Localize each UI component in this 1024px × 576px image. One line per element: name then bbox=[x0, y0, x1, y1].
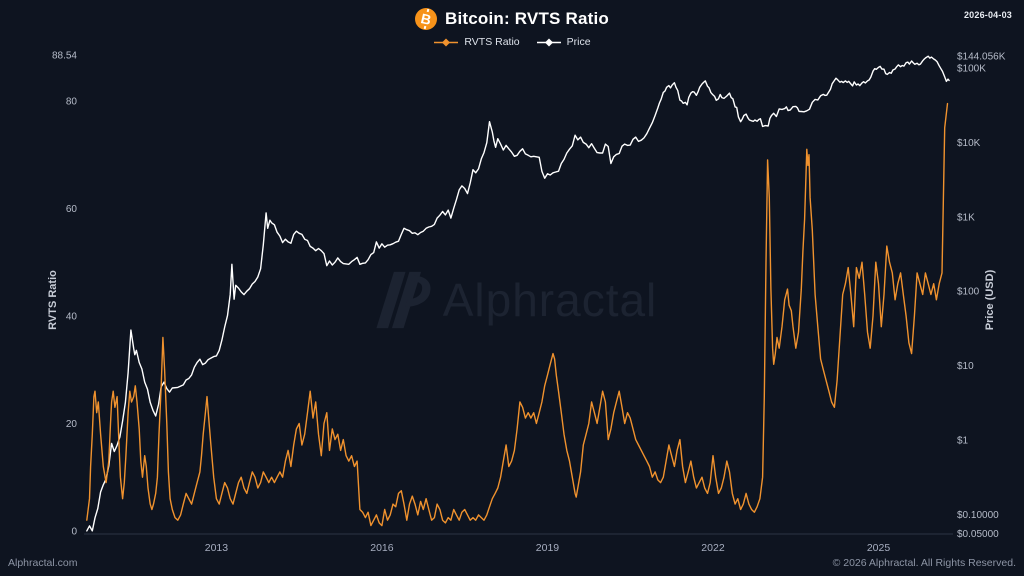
left-axis-tick-label: 80 bbox=[66, 96, 78, 107]
legend-label-rvts: RVTS Ratio bbox=[464, 36, 520, 48]
footer-site-link[interactable]: Alphractal.com bbox=[8, 557, 78, 569]
series-line-price bbox=[86, 55, 950, 532]
left-axis-tick-label: 88.54 bbox=[52, 51, 77, 62]
legend-label-price: Price bbox=[566, 36, 591, 48]
right-axis-tick-label: $144.056K bbox=[957, 52, 1006, 63]
x-axis-tick-label: 2013 bbox=[205, 542, 229, 554]
left-axis-tick-label: 20 bbox=[66, 419, 78, 430]
right-axis-tick-label: $10K bbox=[957, 138, 981, 149]
x-axis-tick-label: 2022 bbox=[701, 542, 725, 554]
legend: RVTS Ratio Price bbox=[0, 36, 1024, 48]
left-axis-tick-label: 60 bbox=[66, 204, 78, 215]
right-axis-tick-label: $100 bbox=[957, 287, 980, 298]
x-axis-tick-label: 2025 bbox=[867, 542, 891, 554]
left-axis-title: RVTS Ratio bbox=[47, 270, 59, 330]
date-label: 2026-04-03 bbox=[963, 10, 1012, 20]
legend-item-rvts-ratio[interactable]: RVTS Ratio bbox=[433, 36, 520, 48]
price-legend-marker-icon bbox=[536, 38, 561, 46]
right-axis-title: Price (USD) bbox=[984, 269, 996, 331]
left-axis-tick-label: 40 bbox=[66, 311, 78, 322]
right-axis-tick-label: $0.10000 bbox=[957, 510, 999, 521]
right-axis-tick-label: $10 bbox=[957, 361, 974, 372]
rvts-legend-marker-icon bbox=[434, 38, 459, 46]
left-axis-tick-label: 0 bbox=[71, 527, 77, 538]
right-axis-tick-label: $100K bbox=[957, 64, 986, 75]
legend-item-price[interactable]: Price bbox=[536, 36, 591, 48]
right-axis-tick-label: $1K bbox=[957, 212, 975, 223]
series-line-rvts-ratio bbox=[86, 102, 949, 527]
x-axis-tick-label: 2019 bbox=[536, 542, 560, 554]
x-axis-tick-label: 2016 bbox=[370, 542, 394, 554]
right-axis-tick-label: $0.05000 bbox=[957, 529, 999, 540]
right-axis-tick-label: $1 bbox=[957, 436, 969, 447]
footer-copyright: © 2026 Alphractal. All Rights Reserved. bbox=[832, 557, 1016, 569]
